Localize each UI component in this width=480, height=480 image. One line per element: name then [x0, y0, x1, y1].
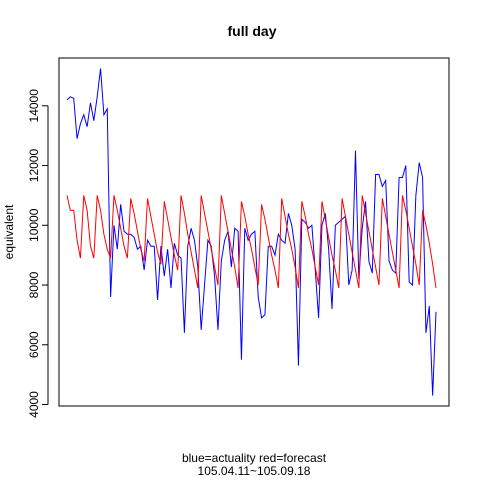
plot-border	[58, 57, 450, 407]
x-axis-label-line2: 105.04.11~105.09.18	[198, 464, 311, 478]
chart-title: full day	[227, 23, 276, 39]
series-line-forecast	[66, 195, 437, 289]
series-layer	[66, 68, 437, 396]
x-axis-label-line1: blue=actuality red=forecast	[182, 451, 327, 465]
y-axis: 4000 6000 8000 10000 12000 14000	[27, 89, 49, 418]
y-tick-label: 8000	[27, 271, 41, 298]
y-tick-label: 6000	[27, 331, 41, 358]
y-tick-label: 12000	[27, 149, 41, 183]
y-tick-label: 14000	[27, 89, 41, 123]
y-tick-label: 10000	[27, 208, 41, 242]
y-axis-label: equivalent	[2, 204, 16, 259]
y-tick-label: 4000	[27, 391, 41, 418]
